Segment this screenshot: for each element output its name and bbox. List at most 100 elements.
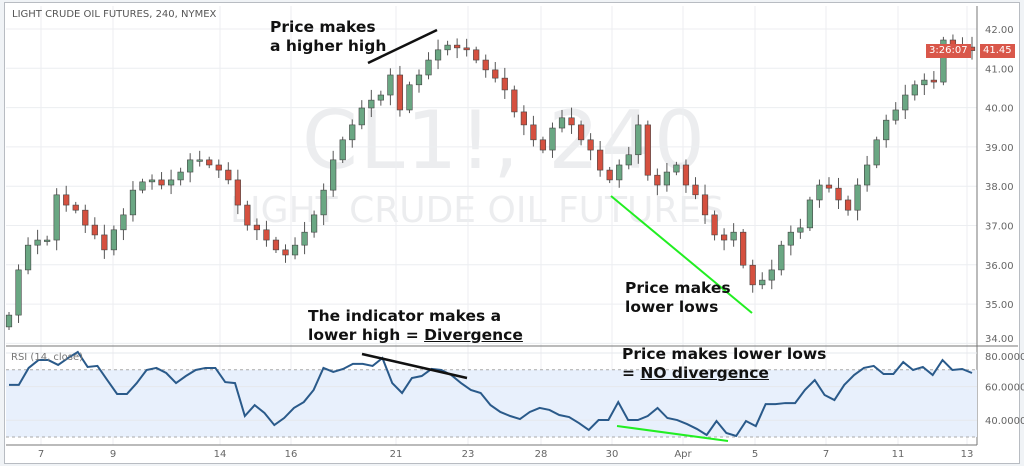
date-tick-label: 13 [961,449,974,460]
candle-body [778,244,785,271]
candle-body [15,269,22,316]
annotation-no-divergence: Price makes lower lows = NO divergence [622,345,826,383]
annotation-line: The indicator makes a [308,307,502,325]
candle-body [720,234,728,241]
price-tick-label: 37.00 [985,222,1014,233]
rsi-lower-high-trendline [361,352,468,380]
candle-body [101,234,108,251]
date-tick-label: 7 [38,449,44,460]
candle-body [339,139,346,161]
date-tick-label: 7 [823,449,829,460]
candle-body [301,231,308,246]
annotation-text: lower high = [308,326,425,344]
annotation-line: = NO divergence [622,364,826,383]
candle-body [759,279,766,286]
candle-body [625,154,632,166]
candle-body [892,109,899,121]
rsi-band [6,369,977,437]
candle-body [902,94,909,111]
price-higher-high-trendline [367,28,438,65]
candle-body [797,227,804,233]
date-tick-label: Apr [674,449,692,460]
candle-body [72,204,79,211]
candle-body [511,89,518,113]
annotation-text: = [622,364,641,382]
candle-body [587,139,594,151]
candle-body [187,159,194,173]
candle-body [482,59,489,71]
annotation-emphasis: NO divergence [640,364,769,382]
annotation-divergence: The indicator makes a lower high = Diver… [308,307,523,345]
price-tick-label: 36.00 [985,261,1014,272]
candle-body [682,164,690,186]
date-tick-label: 30 [606,449,619,460]
candle-body [701,194,709,216]
candle-body [921,79,928,86]
annotation-line: a higher high [270,37,387,55]
price-tick-label: 39.00 [985,143,1014,154]
price-lower-lows-trendline [610,195,753,314]
candle-body [406,84,413,111]
candle-body [663,171,670,186]
candle-body [644,124,651,176]
price-tick-label: 38.00 [985,182,1014,193]
candle-body [816,184,823,201]
candle-body [825,184,833,189]
price-tick-label: 34.00 [985,334,1014,345]
candle-body [177,171,184,181]
candle-body [606,169,613,181]
candle-body [425,59,432,76]
candle-body [749,264,756,286]
candle-body [330,159,337,191]
candle-body [558,117,566,129]
candle-body [311,214,318,233]
candle-body [501,77,508,91]
annotation-line: Price makes [625,279,731,297]
candle-body [53,194,60,241]
date-tick-label: 9 [110,449,116,460]
candle-body [282,249,289,256]
candle-body [873,139,880,166]
candle-body [215,164,222,171]
candle-body [711,214,718,236]
rsi-tick-label: 40.0000 [985,416,1024,427]
rsi-lower-lows-trendline [616,425,729,442]
price-tick-label: 40.00 [985,104,1014,115]
candle-body [349,124,356,141]
candle-body [473,49,480,61]
annotation-line: lower lows [625,298,719,316]
last-price-tag: 41.45 [980,44,1015,58]
candle-body [539,139,547,151]
candle-body [196,159,203,162]
candle-body [120,214,127,231]
candle-body [654,174,661,186]
candle-body [444,44,451,51]
annotation-line: lower high = Divergence [308,326,523,345]
date-tick-label: 21 [390,449,403,460]
price-tick-label: 42.00 [985,25,1014,36]
candle-body [492,69,499,79]
candle-body [320,189,327,216]
candle-body [549,127,556,151]
annotation-emphasis: Divergence [424,326,523,344]
candle-body [768,269,775,281]
candle-body [463,47,470,51]
candle-body [358,107,365,126]
price-tick-label: 41.00 [985,64,1014,75]
rsi-label: RSI (14, close) [11,352,84,363]
candle-body [234,179,241,206]
date-tick-label: 23 [462,449,475,460]
candle-body [148,179,156,183]
candle-body [377,94,384,101]
candle-body [167,179,175,186]
candle-body [835,187,842,201]
candle-body [44,239,51,242]
candle-body [291,244,299,256]
annotation-line: Price makes [270,18,376,36]
candle-body [24,244,32,271]
candle-body [635,124,642,156]
candle-body [740,231,747,266]
date-tick-label: 14 [214,449,227,460]
